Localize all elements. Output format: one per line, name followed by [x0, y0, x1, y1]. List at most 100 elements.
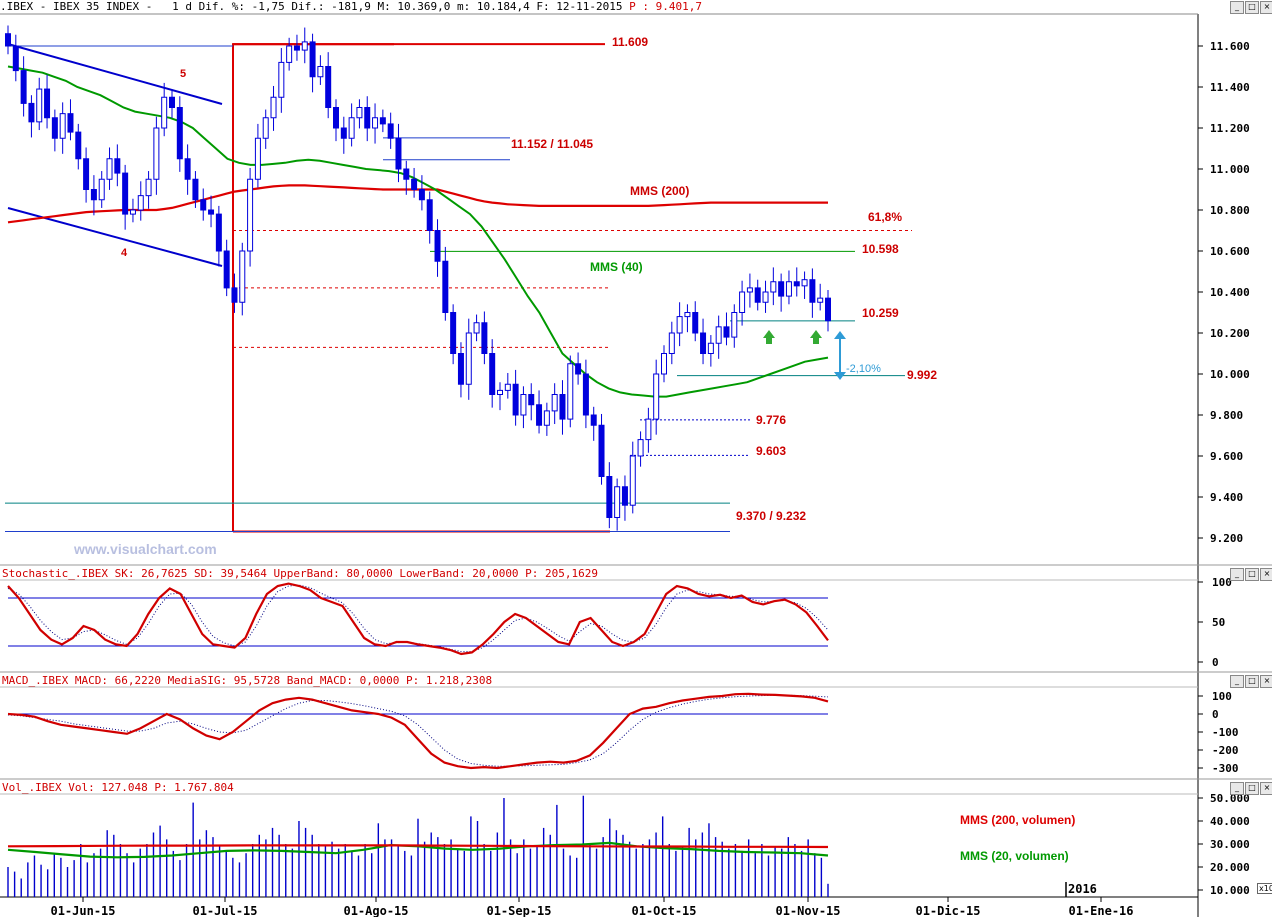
candle-body — [692, 312, 699, 334]
candle-body — [200, 199, 207, 211]
volume-window-buttons: _ □ × — [1230, 782, 1272, 795]
stochastic-maximize-button[interactable]: □ — [1245, 568, 1259, 581]
price-tick-label: 10.800 — [1210, 204, 1250, 217]
candle-body — [793, 281, 800, 287]
wave-label-4: 4 — [121, 247, 128, 259]
candle-body — [114, 158, 121, 174]
candle-body — [356, 107, 363, 119]
candle-body — [723, 326, 730, 338]
maximize-button[interactable]: □ — [1245, 1, 1259, 14]
price-tick-label: 11.000 — [1210, 163, 1250, 176]
candle-body — [528, 394, 535, 406]
candle-body — [598, 424, 605, 477]
candle-body — [645, 418, 652, 441]
macd-tick-label: -300 — [1212, 762, 1239, 775]
volume-maximize-button[interactable]: □ — [1245, 782, 1259, 795]
candle-body — [145, 178, 152, 197]
candle-body — [551, 394, 558, 412]
candle-body — [473, 322, 480, 334]
price-tick-label: 9.200 — [1210, 532, 1243, 545]
close-button[interactable]: × — [1260, 1, 1272, 14]
candle-body — [262, 117, 269, 139]
price-tick-label: 9.800 — [1210, 409, 1243, 422]
candle-body — [44, 88, 51, 119]
macd-tick-label: 0 — [1212, 708, 1219, 721]
x-axis: 01-Jun-15 01-Jul-15 01-Ago-15 01-Sep-15 01-O… — [50, 882, 1134, 917]
volume-minimize-button[interactable]: _ — [1230, 782, 1244, 795]
x-tick-label: 01-Dic-15 — [915, 904, 980, 917]
candle-body — [348, 117, 355, 139]
channel-lower-line — [7, 207, 223, 267]
candle-body — [536, 404, 543, 426]
macd-close-button[interactable]: × — [1260, 675, 1272, 688]
candle-body — [489, 353, 496, 395]
price-tick-label: 10.000 — [1210, 368, 1250, 381]
candle-body — [184, 158, 191, 180]
candle-body — [83, 158, 90, 190]
candle-body — [161, 96, 168, 129]
candle-body — [223, 250, 230, 289]
candle-body — [98, 178, 105, 201]
candle-body — [426, 199, 433, 231]
green-up-arrow-icon — [810, 330, 822, 344]
candle-body — [481, 322, 488, 354]
wave-label-5: 5 — [180, 68, 186, 80]
candle-body — [270, 96, 277, 119]
candle-body — [67, 113, 74, 133]
year-label: 2016 — [1068, 882, 1097, 896]
macd-panel: 100 0 -100 -200 -300 — [7, 690, 1239, 775]
price-tick-label: 10.600 — [1210, 245, 1250, 258]
candle-body — [629, 455, 636, 506]
candle-body — [215, 213, 222, 252]
candle-body — [575, 363, 582, 375]
candle-body — [278, 61, 285, 98]
candle-body — [28, 102, 35, 123]
volume-mms200-line — [7, 844, 829, 849]
macd-minimize-button[interactable]: _ — [1230, 675, 1244, 688]
mms40-line — [7, 65, 829, 398]
candle-body — [333, 107, 339, 129]
candle-body — [403, 168, 410, 180]
x-tick-label: 01-Sep-15 — [486, 904, 551, 917]
candle-body — [106, 158, 113, 180]
annotation-9776: 9.776 — [756, 413, 786, 427]
stochastic-close-button[interactable]: × — [1260, 568, 1272, 581]
candle-body — [12, 45, 19, 72]
candle-body — [450, 312, 457, 354]
candle-body — [36, 88, 43, 123]
candle-body — [169, 96, 175, 108]
range-arrow-up-icon — [834, 331, 846, 339]
minimize-button[interactable]: _ — [1230, 1, 1244, 14]
candle-body — [317, 66, 324, 78]
annotation-range-pct: -2,10% — [846, 363, 881, 375]
x-tick-label: 01-Jul-15 — [192, 904, 257, 917]
annotation-11152-11045: 11.152 / 11.045 — [511, 137, 593, 151]
stochastic-header: Stochastic_.IBEX SK: 26,7625 SD: 39,5464… — [2, 567, 599, 580]
candle-body — [5, 33, 11, 47]
candle-body — [661, 353, 667, 375]
candle-body — [254, 137, 261, 180]
candle-body — [364, 107, 371, 129]
candle-body — [192, 178, 199, 201]
candle-body — [90, 189, 97, 201]
volume-tick-label: 50.000 — [1210, 792, 1250, 805]
macd-maximize-button[interactable]: □ — [1245, 675, 1259, 688]
legend-volume-mms200: MMS (200, volumen) — [960, 813, 1075, 827]
stochastic-window-buttons: _ □ × — [1230, 568, 1272, 581]
candle-body — [497, 389, 503, 395]
stoch-tick-label: 0 — [1212, 656, 1219, 669]
candle-body — [590, 414, 597, 426]
candle-body — [239, 250, 246, 303]
candle-body — [567, 363, 574, 420]
macd-tick-label: -100 — [1212, 726, 1239, 739]
x-tick-label: 01-Ago-15 — [343, 904, 408, 917]
candle-body — [387, 123, 394, 139]
candle-body — [247, 178, 254, 252]
annotation-11609: 11.609 — [612, 35, 648, 49]
candle-body — [621, 486, 628, 506]
candle-body — [637, 439, 644, 457]
volume-close-button[interactable]: × — [1260, 782, 1272, 795]
stochastic-minimize-button[interactable]: _ — [1230, 568, 1244, 581]
candle-body — [75, 131, 82, 160]
